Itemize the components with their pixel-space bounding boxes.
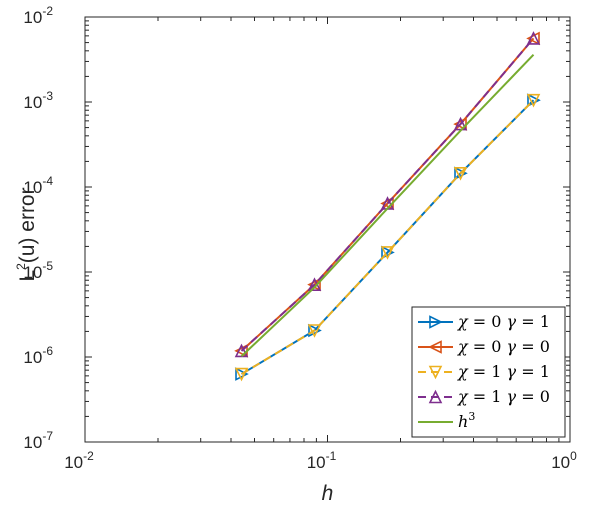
x-tick-label: 10-2	[64, 449, 94, 472]
legend-entry: χ = 1 γ = 1	[457, 362, 550, 381]
series-line	[240, 99, 535, 375]
legend-entry: χ = 0 γ = 1	[457, 312, 550, 331]
data-point	[234, 367, 249, 382]
y-tick-label: 10-7	[23, 429, 53, 452]
legend-entry: h3	[458, 410, 475, 431]
legend-marker	[428, 340, 442, 354]
legend: χ = 0 γ = 1 χ = 0 γ = 0 χ = 1 γ = 1 χ = 1 γ…	[411, 306, 566, 438]
data-point	[235, 367, 249, 381]
legend-entry: χ = 0 γ = 0	[457, 337, 550, 356]
x-tick-label: 100	[551, 449, 577, 472]
series-line	[240, 54, 535, 357]
data-point	[234, 343, 249, 358]
data-point	[454, 166, 468, 181]
y-axis-label: L2(u) error	[14, 187, 39, 281]
data-point	[308, 323, 322, 338]
data-point	[381, 245, 395, 260]
y-tick-label: 10-3	[23, 89, 53, 112]
y-axis-label-superscript: 2	[14, 263, 28, 270]
legend-marker	[429, 315, 443, 329]
data-point	[307, 324, 322, 338]
legend-entry: χ = 1 γ = 0	[457, 387, 550, 406]
series-3	[234, 93, 541, 382]
data-point	[526, 31, 541, 45]
axis-labels: h L2(u) error	[14, 187, 333, 505]
data-point	[380, 246, 395, 260]
legend-marker	[428, 389, 443, 404]
y-tick-label: 10-2	[23, 4, 53, 27]
y-tick-label: 10-4	[23, 174, 53, 197]
series-layer	[234, 31, 541, 382]
data-point	[453, 166, 468, 181]
data-point	[527, 93, 541, 107]
series-5	[240, 54, 535, 357]
x-axis-label: h	[322, 482, 334, 505]
series-line	[240, 37, 535, 352]
tick-layer: 10-2 10-1 100 10-7 10-6 10-5 10-4 10-3 10-2	[23, 4, 577, 472]
y-tick-label: 10-6	[23, 344, 53, 367]
x-tick-label: 10-1	[307, 449, 337, 472]
legend-marker	[428, 365, 443, 380]
data-point	[526, 93, 541, 108]
data-point	[526, 31, 540, 46]
y-tick-label: 10-5	[23, 259, 53, 282]
y-axis-label-base: L	[16, 270, 39, 282]
y-axis-label-rest: (u) error	[16, 187, 39, 263]
